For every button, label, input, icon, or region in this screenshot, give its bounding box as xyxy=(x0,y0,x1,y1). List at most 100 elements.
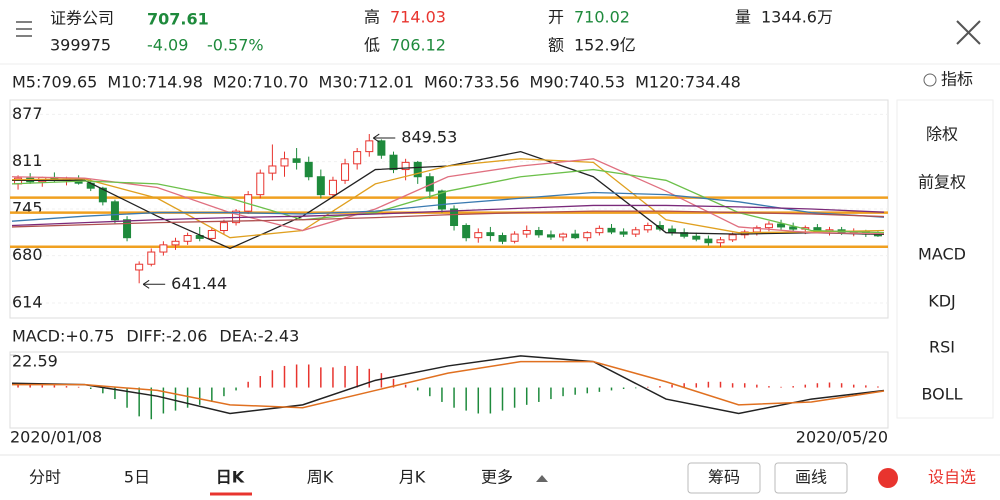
candle-body xyxy=(595,227,604,234)
record-dot[interactable] xyxy=(878,468,898,488)
candle-body xyxy=(413,161,422,178)
x-label: 2020/05/20 xyxy=(796,428,888,447)
candle-body xyxy=(728,234,737,241)
candle-body xyxy=(219,222,228,232)
low-label: 低 xyxy=(364,36,380,55)
tab[interactable]: 5日 xyxy=(124,468,150,487)
annotation-arrowhead xyxy=(142,279,150,289)
candle-body xyxy=(135,263,144,271)
candle-body xyxy=(777,223,786,228)
ma-legend: M5:709.65 xyxy=(12,73,97,92)
candle-body xyxy=(280,158,289,167)
amount-value: 152.9亿 xyxy=(574,36,636,55)
tab[interactable]: 日K xyxy=(216,468,245,487)
y-tick-label: 680 xyxy=(12,245,43,264)
candle-body xyxy=(498,235,507,242)
candle-body xyxy=(583,232,592,239)
candle-body xyxy=(401,161,410,171)
tab[interactable]: 月K xyxy=(399,468,426,487)
candle-body xyxy=(692,235,701,240)
high-label: 高 xyxy=(364,8,380,27)
macd-legend: DEA:-2.43 xyxy=(219,327,299,346)
candle-body xyxy=(789,226,798,230)
candle-body xyxy=(316,176,325,196)
candle-body xyxy=(450,208,459,226)
ma-legend: M60:733.56 xyxy=(424,73,520,92)
amount-label: 额 xyxy=(548,36,564,55)
stock-code: 399975 xyxy=(50,36,111,55)
price: 707.61 xyxy=(147,10,209,29)
candle-body xyxy=(474,232,483,239)
candle-body xyxy=(389,154,398,171)
button-frame[interactable] xyxy=(687,462,761,494)
ma-legend: M10:714.98 xyxy=(107,73,203,92)
side-menu-item[interactable]: BOLL xyxy=(921,385,962,404)
candle-body xyxy=(183,235,192,242)
annotation: 641.44 xyxy=(171,274,227,293)
side-menu-item[interactable]: RSI xyxy=(929,338,955,357)
annotation-arrowhead xyxy=(373,133,380,143)
candle-body xyxy=(147,251,156,265)
stock-name: 证券公司 xyxy=(50,9,114,28)
macd-frame xyxy=(9,351,889,429)
candle-body xyxy=(268,165,277,174)
side-menu-item[interactable]: 前复权 xyxy=(918,173,966,192)
high-value: 714.03 xyxy=(390,8,446,27)
candle-body xyxy=(534,230,543,236)
add-watch[interactable]: 设自选 xyxy=(928,468,976,487)
macd-line xyxy=(12,360,885,409)
candle-body xyxy=(110,201,119,221)
ma-line xyxy=(11,158,885,235)
candle-body xyxy=(377,140,386,156)
indicator-label: 指标 xyxy=(941,70,973,89)
candle-body xyxy=(171,240,180,246)
button-frame[interactable] xyxy=(774,462,848,494)
button-label[interactable]: 画线 xyxy=(795,468,827,487)
candle-body xyxy=(123,219,132,239)
candle-body xyxy=(437,190,446,210)
candle-body xyxy=(328,179,337,196)
candle-body xyxy=(304,161,313,178)
macd-legend: MACD:+0.75 xyxy=(12,327,114,346)
side-menu-item[interactable]: MACD xyxy=(918,245,966,264)
volume-value: 1344.6万 xyxy=(761,8,833,27)
candle-body xyxy=(207,230,216,239)
open-label: 开 xyxy=(548,8,564,27)
candle-body xyxy=(619,231,628,235)
candle-body xyxy=(522,230,531,235)
candle-body xyxy=(704,238,713,244)
y-tick-label: 811 xyxy=(12,151,43,170)
tab[interactable]: 更多 xyxy=(481,468,513,487)
candle-body xyxy=(353,151,362,165)
candle-body xyxy=(256,172,265,196)
change: -4.09 xyxy=(147,36,188,55)
candle-body xyxy=(365,140,374,153)
change-pct: -0.57% xyxy=(207,36,264,55)
collapse-icon[interactable] xyxy=(536,475,548,482)
candle-body xyxy=(486,232,495,237)
x-label: 2020/01/08 xyxy=(10,428,102,447)
tab[interactable]: 周K xyxy=(307,468,334,487)
ma-line xyxy=(11,210,885,228)
y-tick-label: 614 xyxy=(12,292,43,311)
candle-body xyxy=(159,244,168,253)
macd-line xyxy=(11,355,885,415)
y-tick-label: 877 xyxy=(12,104,43,123)
open-value: 710.02 xyxy=(574,8,630,27)
candle-body xyxy=(510,233,519,242)
candle-body xyxy=(764,223,773,229)
menu-icon[interactable] xyxy=(16,21,32,37)
ma-line xyxy=(11,191,885,222)
button-label[interactable]: 筹码 xyxy=(708,468,740,487)
ma-legend: M90:740.53 xyxy=(530,73,626,92)
candle-body xyxy=(607,227,616,233)
candle-body xyxy=(716,239,725,244)
tab[interactable]: 分时 xyxy=(29,468,61,487)
side-menu-item[interactable]: KDJ xyxy=(928,292,956,311)
ma-legend: M30:712.01 xyxy=(318,73,414,92)
indicator-button[interactable]: 指标 xyxy=(923,70,973,89)
ma-legend: M120:734.48 xyxy=(635,73,741,92)
close-button[interactable] xyxy=(956,20,981,45)
side-menu-item[interactable]: 除权 xyxy=(926,125,958,144)
